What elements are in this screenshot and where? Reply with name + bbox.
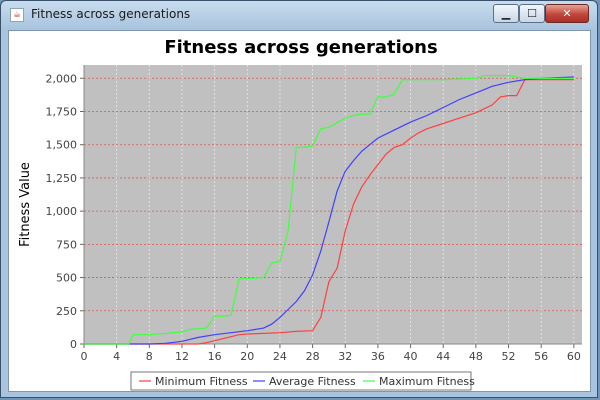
minimize-button[interactable]: ▁ <box>493 4 519 23</box>
y-tick-label: 250 <box>56 305 77 318</box>
y-tick-label: 1,500 <box>46 139 78 152</box>
legend-label: Average Fitness <box>269 375 356 388</box>
x-tick-label: 12 <box>175 350 189 363</box>
chart-panel: Fitness across generations 0 250 500 750 1,0… <box>8 30 591 392</box>
x-tick-label: 36 <box>371 350 385 363</box>
gridlines <box>84 65 582 344</box>
x-tick-label: 20 <box>240 350 254 363</box>
x-tick-label: 24 <box>273 350 287 363</box>
y-tick-label: 750 <box>56 238 77 251</box>
chart-title: Fitness across generations <box>164 37 437 58</box>
legend-label: Maximum Fitness <box>379 375 475 388</box>
x-tick-label: 32 <box>338 350 352 363</box>
x-tick-label: 4 <box>113 350 120 363</box>
x-tick-label: 52 <box>502 350 516 363</box>
maximum-fitness-line <box>84 75 574 345</box>
x-tick-label: 44 <box>436 350 450 363</box>
x-tick-label: 60 <box>567 350 581 363</box>
x-tick-label: 56 <box>534 350 548 363</box>
y-tick-label: 0 <box>70 338 77 351</box>
minimum-fitness-line <box>84 79 574 345</box>
y-axis-label: Fitness Value <box>18 162 33 247</box>
x-tick-label: 48 <box>469 350 483 363</box>
window-title: Fitness across generations <box>31 7 191 21</box>
y-tick-label: 1,750 <box>46 106 78 119</box>
y-tick-label: 1,000 <box>46 205 78 218</box>
series-lines <box>84 75 574 345</box>
legend-label: Minimum Fitness <box>155 375 248 388</box>
x-tick-label: 28 <box>306 350 320 363</box>
y-tick-label: 2,000 <box>46 72 78 85</box>
x-tick-label: 8 <box>146 350 153 363</box>
java-app-icon: ☕ <box>10 8 24 22</box>
x-tick-label: 0 <box>81 350 88 363</box>
y-tick-label: 500 <box>56 272 77 285</box>
y-tick-label: 1,250 <box>46 172 78 185</box>
legend-box <box>130 371 472 391</box>
fitness-chart: Fitness across generations 0 250 500 750 1,0… <box>18 37 582 391</box>
close-button[interactable]: ✕ <box>545 4 589 23</box>
x-tick-label: 40 <box>404 350 418 363</box>
title-bar[interactable]: ☕ Fitness across generations ▁ ☐ ✕ <box>1 1 597 29</box>
average-fitness-line <box>84 76 574 345</box>
legend: Minimum Fitness Average Fitness Maximum Fi… <box>130 371 475 391</box>
maximize-button[interactable]: ☐ <box>519 4 545 23</box>
x-tick-label: 16 <box>208 350 222 363</box>
